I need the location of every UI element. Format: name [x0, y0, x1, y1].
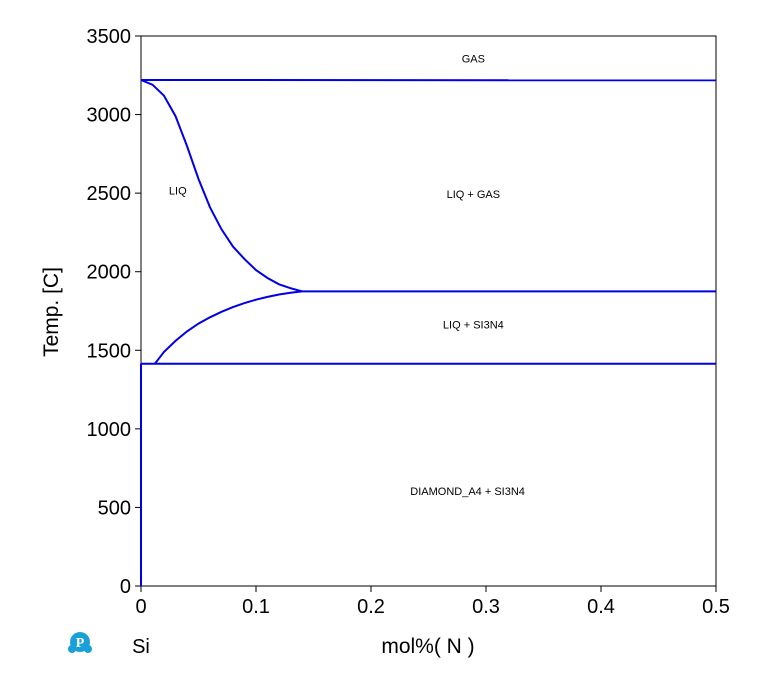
- y-axis: 0 500 1000 1500 2000 2500 3000 3500: [87, 26, 141, 598]
- phase-region-label: LIQ: [169, 186, 187, 198]
- phase-boundaries: [140, 79, 717, 586]
- x-axis-title: mol%( N ): [381, 635, 474, 658]
- svg-text:P: P: [76, 636, 85, 651]
- x-tick-label: 0.1: [242, 596, 270, 618]
- y-tick-label: 3500: [87, 26, 132, 48]
- element-label: Si: [132, 636, 150, 658]
- x-axis: 0 0.1 0.2 0.3 0.4 0.5: [135, 586, 730, 618]
- y-tick-label: 1000: [87, 419, 132, 441]
- x-tick-label: 0.2: [357, 596, 385, 618]
- phase-boundary-line: [154, 290, 303, 365]
- y-axis-title: Temp. [C]: [40, 267, 63, 357]
- phase-region-label: GAS: [462, 54, 485, 66]
- plot-frame: [140, 35, 717, 587]
- x-tick-label: 0.3: [472, 596, 500, 618]
- x-tick-label: 0: [135, 596, 146, 618]
- region-labels: GAS LIQ LIQ + GAS LIQ + SI3N4 DIAMOND_A4 + S…: [169, 54, 525, 498]
- phase-region-label: LIQ + SI3N4: [443, 319, 504, 331]
- x-tick-label: 0.5: [702, 596, 730, 618]
- y-tick-label: 500: [98, 497, 131, 519]
- y-tick-label: 2000: [87, 262, 132, 284]
- y-tick-label: 0: [120, 576, 131, 598]
- y-tick-label: 3000: [87, 105, 132, 127]
- y-tick-label: 2500: [87, 183, 132, 205]
- pandat-logo-icon: P: [68, 632, 92, 653]
- y-tick-label: 1500: [87, 340, 132, 362]
- phase-region-label: LIQ + GAS: [447, 189, 501, 201]
- x-tick-label: 0.4: [587, 596, 615, 618]
- phase-boundary-line: [140, 79, 303, 293]
- phase-region-label: DIAMOND_A4 + SI3N4: [410, 486, 525, 498]
